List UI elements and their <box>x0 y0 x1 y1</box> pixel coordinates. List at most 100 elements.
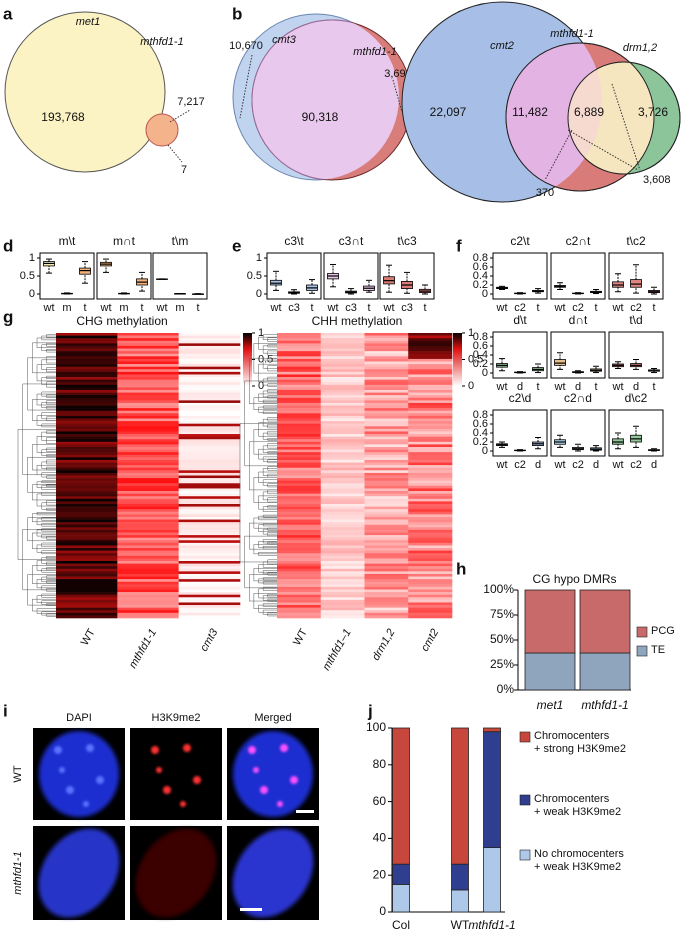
heatmap-row <box>408 441 453 445</box>
heatmap-row <box>364 610 409 614</box>
heatmap-row <box>277 405 322 409</box>
heatmap-row <box>178 426 241 430</box>
heatmap-row <box>117 610 179 614</box>
heatmap-row <box>408 511 453 515</box>
bar-segment <box>451 863 469 891</box>
heatmap-row <box>320 382 365 386</box>
heatmap-row <box>56 483 118 487</box>
heatmap-row <box>320 527 365 531</box>
heatmap-row <box>364 379 409 383</box>
heatmap-row <box>117 540 179 544</box>
heatmap-row <box>408 524 453 528</box>
heatmap-row <box>277 364 322 367</box>
heatmap-row <box>178 597 241 601</box>
heatmap-row <box>117 387 179 391</box>
heatmap-row <box>178 392 241 396</box>
bar-segment <box>392 727 410 865</box>
heatmap-row <box>408 532 453 536</box>
heatmap-row <box>56 431 118 435</box>
heatmap-row <box>178 545 241 549</box>
heatmap-row <box>117 410 179 414</box>
group-title: c3∩t <box>339 234 364 248</box>
heatmap-row <box>56 439 118 443</box>
heatmap-row <box>56 434 118 437</box>
heatmap-row <box>320 434 365 437</box>
heatmap-row <box>408 379 453 383</box>
heatmap-row <box>320 377 365 380</box>
heatmap-row <box>408 480 453 484</box>
heatmap-row <box>117 351 179 355</box>
bar-segment <box>392 863 410 885</box>
heatmap-row <box>364 597 409 601</box>
heatmap-row <box>364 426 409 430</box>
heatmap-row <box>56 594 118 598</box>
heatmap-row <box>320 532 365 536</box>
heatmap-row <box>320 491 365 494</box>
heatmap-row <box>117 612 179 616</box>
x-tick-label: wt <box>554 302 566 314</box>
heatmap-row <box>364 382 409 386</box>
heatmap-row <box>277 397 322 401</box>
heatmap-row <box>277 351 322 355</box>
heatmap-row <box>56 353 118 357</box>
heatmap-row <box>408 488 453 492</box>
heatmap-row <box>364 472 409 476</box>
heatmap-row <box>364 447 409 450</box>
box <box>554 359 566 366</box>
heatmap-row <box>408 351 453 355</box>
heatmap-row <box>320 540 365 544</box>
heatmap-row <box>117 366 179 370</box>
heatmap-row <box>56 402 118 406</box>
heatmap-row <box>178 369 241 373</box>
heatmap-row <box>178 573 241 577</box>
heatmap-row <box>178 395 241 399</box>
heatmap-row <box>56 540 118 544</box>
panel-letter: e <box>232 236 241 255</box>
panel-frame <box>39 252 95 300</box>
heatmap-row <box>408 400 453 404</box>
heatmap-row <box>320 509 365 513</box>
heatmap-row <box>364 527 409 531</box>
heatmap-row <box>178 358 241 362</box>
heatmap-row <box>320 563 365 567</box>
heatmap-row <box>117 535 179 538</box>
heatmap-row <box>56 467 118 471</box>
heatmap-row <box>320 498 365 502</box>
leader-line <box>239 54 403 119</box>
heatmap-row <box>117 496 179 500</box>
y-tick-label: 0.4 <box>473 349 488 361</box>
heatmap-row <box>408 413 453 417</box>
chromocenters <box>248 744 298 807</box>
panel-letter: i <box>3 701 8 720</box>
heatmap-row <box>277 542 322 546</box>
heatmap-row <box>178 485 241 489</box>
heatmap-row <box>178 447 241 450</box>
heatmap-row <box>277 462 322 466</box>
heatmap-row <box>320 511 365 515</box>
group-title: c2\d <box>509 391 532 405</box>
heatmap-row <box>56 548 118 551</box>
heatmap-row <box>56 426 118 430</box>
heatmap-row <box>56 501 118 505</box>
heatmap-row <box>364 415 409 419</box>
legend-item: TE <box>651 644 665 656</box>
heatmap-row <box>277 527 322 531</box>
heatmap-row <box>320 579 365 583</box>
heatmap-row <box>277 540 322 544</box>
heatmap-row <box>364 586 409 590</box>
heatmap-row <box>56 516 118 520</box>
heatmap-row <box>56 519 118 523</box>
heatmap-row <box>277 426 322 430</box>
heatmap-row <box>408 462 453 466</box>
set-label: met1 <box>76 16 100 28</box>
y-tick-label: 25% <box>490 657 514 671</box>
heatmap-row <box>364 462 409 466</box>
heatmap-row <box>178 599 241 603</box>
heatmap-row <box>408 345 453 349</box>
heatmap-row <box>277 524 322 528</box>
group-title: m\t <box>59 234 76 248</box>
heatmap-row <box>277 480 322 484</box>
heatmap-row <box>277 566 322 570</box>
heatmap-row <box>364 511 409 515</box>
